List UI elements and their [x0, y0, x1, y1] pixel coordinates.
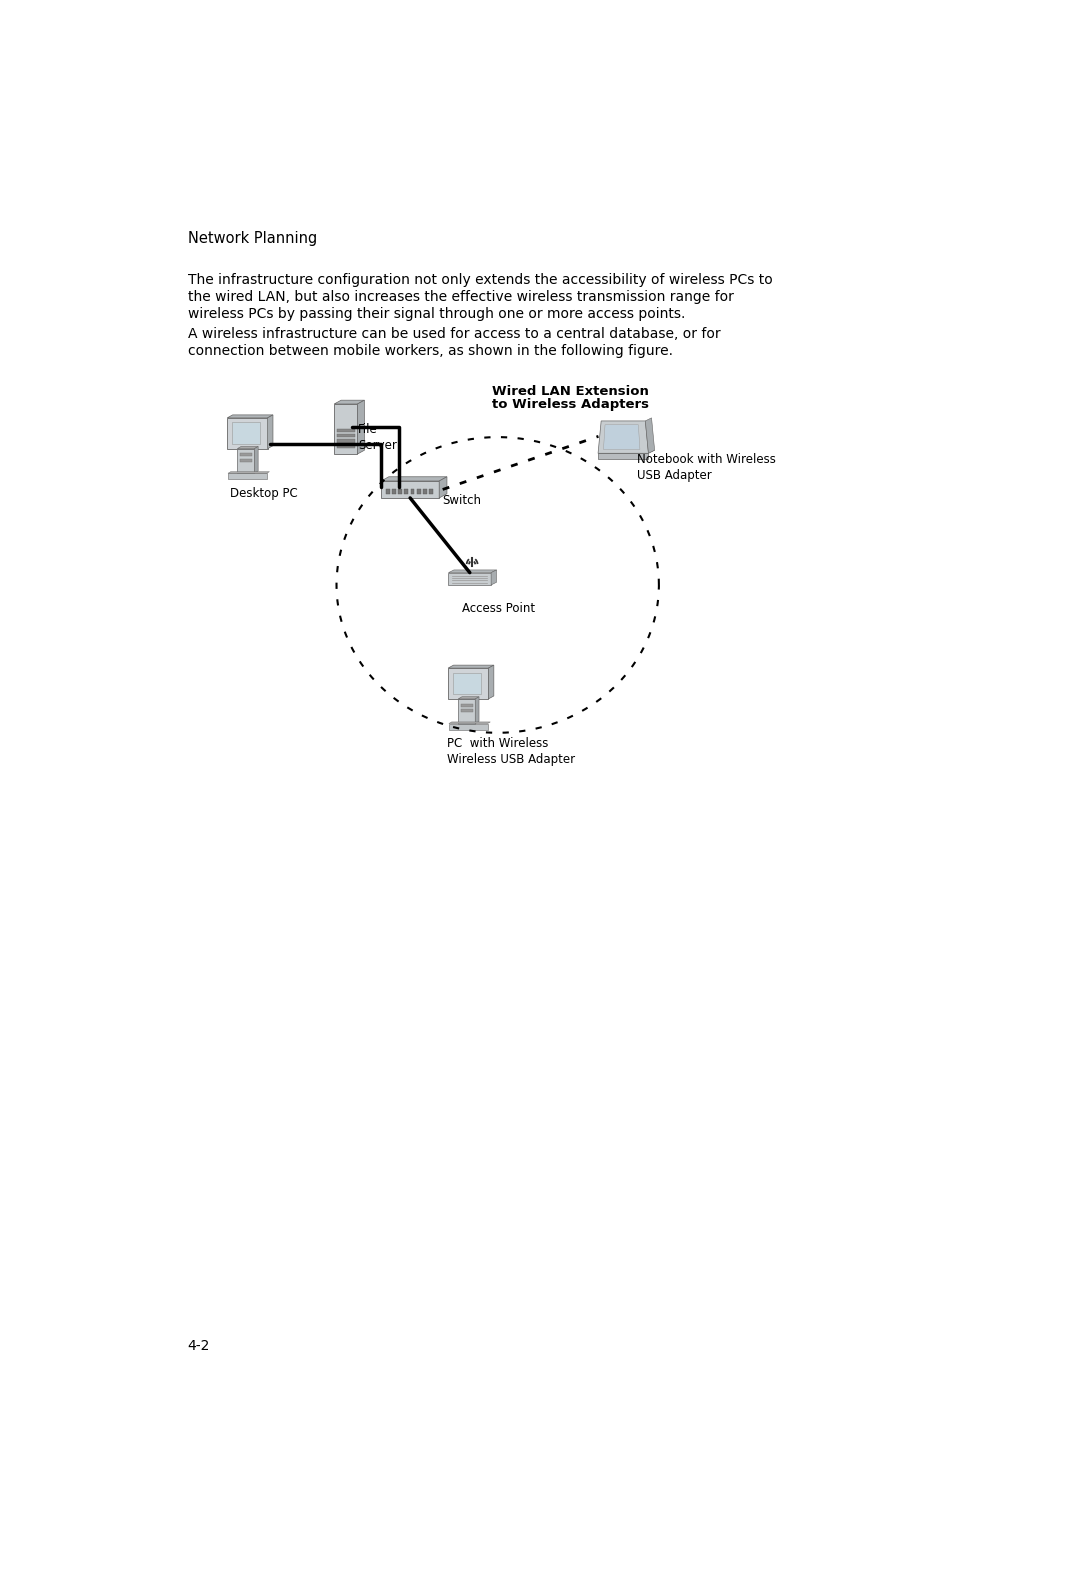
Polygon shape: [646, 418, 654, 454]
Text: File
Server: File Server: [359, 424, 397, 452]
Polygon shape: [491, 570, 497, 586]
Polygon shape: [598, 454, 648, 460]
Polygon shape: [255, 446, 258, 473]
Text: A wireless infrastructure can be used for access to a central database, or for: A wireless infrastructure can be used fo…: [188, 327, 720, 341]
Polygon shape: [448, 666, 494, 669]
Text: PC  with Wireless
Wireless USB Adapter: PC with Wireless Wireless USB Adapter: [446, 738, 575, 766]
Polygon shape: [423, 488, 427, 495]
Text: 4-2: 4-2: [188, 1339, 211, 1353]
Polygon shape: [228, 471, 270, 473]
Text: Network Planning: Network Planning: [188, 231, 316, 246]
Text: Wired LAN Extension: Wired LAN Extension: [491, 385, 648, 397]
Polygon shape: [238, 446, 258, 449]
Polygon shape: [399, 488, 402, 495]
Text: Switch: Switch: [443, 495, 482, 507]
Polygon shape: [381, 477, 447, 480]
Polygon shape: [449, 724, 488, 730]
Polygon shape: [449, 722, 490, 724]
Polygon shape: [410, 488, 415, 495]
Text: to Wireless Adapters: to Wireless Adapters: [491, 397, 648, 411]
Polygon shape: [604, 425, 640, 449]
Polygon shape: [337, 444, 355, 447]
Polygon shape: [404, 488, 408, 495]
Polygon shape: [238, 449, 255, 473]
Polygon shape: [357, 400, 364, 454]
Polygon shape: [598, 421, 648, 454]
Polygon shape: [240, 458, 252, 462]
Polygon shape: [227, 418, 268, 449]
Polygon shape: [227, 414, 273, 418]
Polygon shape: [458, 699, 475, 724]
Polygon shape: [232, 422, 260, 444]
Polygon shape: [475, 697, 480, 724]
Text: the wired LAN, but also increases the effective wireless transmission range for: the wired LAN, but also increases the ef…: [188, 290, 733, 305]
Polygon shape: [448, 573, 491, 586]
Polygon shape: [334, 400, 364, 403]
Text: Notebook with Wireless
USB Adapter: Notebook with Wireless USB Adapter: [637, 454, 777, 482]
Polygon shape: [240, 454, 252, 457]
Polygon shape: [453, 672, 481, 694]
Polygon shape: [337, 440, 355, 443]
Text: wireless PCs by passing their signal through one or more access points.: wireless PCs by passing their signal thr…: [188, 308, 685, 320]
Polygon shape: [448, 570, 497, 573]
Polygon shape: [458, 697, 480, 699]
Polygon shape: [228, 473, 267, 479]
Polygon shape: [337, 429, 355, 432]
Polygon shape: [448, 669, 488, 699]
Polygon shape: [386, 488, 390, 495]
Polygon shape: [417, 488, 420, 495]
Polygon shape: [460, 710, 473, 713]
Polygon shape: [440, 477, 447, 498]
Text: connection between mobile workers, as shown in the following figure.: connection between mobile workers, as sh…: [188, 344, 673, 358]
Polygon shape: [337, 433, 355, 436]
Polygon shape: [268, 414, 273, 449]
Polygon shape: [381, 480, 440, 498]
Polygon shape: [488, 666, 494, 699]
Polygon shape: [460, 703, 473, 706]
Text: The infrastructure configuration not only extends the accessibility of wireless : The infrastructure configuration not onl…: [188, 273, 772, 287]
Polygon shape: [392, 488, 395, 495]
Text: Desktop PC: Desktop PC: [230, 487, 298, 501]
Polygon shape: [429, 488, 433, 495]
Polygon shape: [334, 403, 357, 454]
Text: Access Point: Access Point: [462, 601, 536, 615]
Polygon shape: [598, 451, 654, 454]
